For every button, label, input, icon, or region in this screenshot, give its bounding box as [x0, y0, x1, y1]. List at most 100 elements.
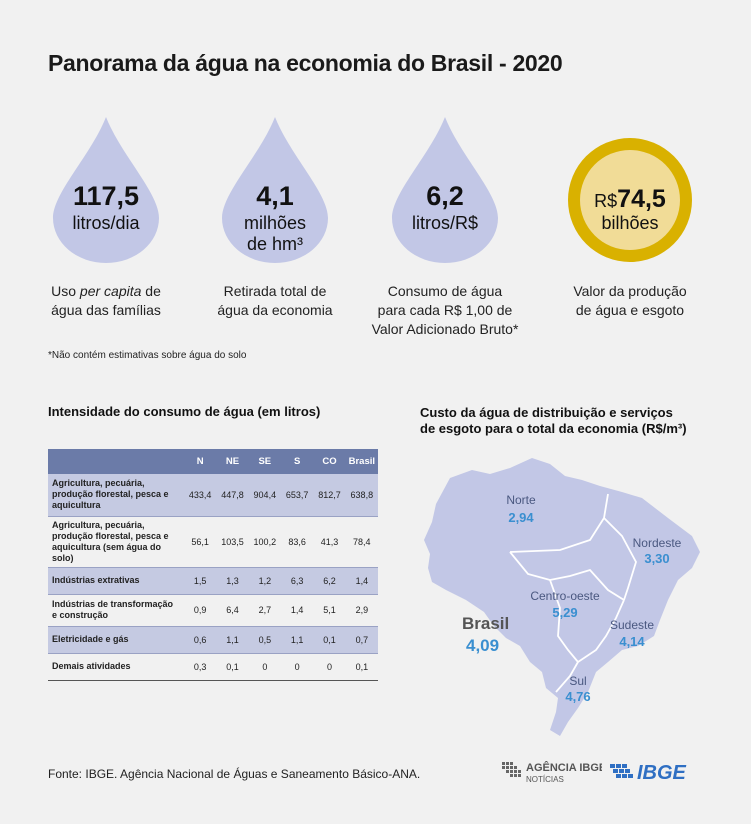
cell: 0,1	[216, 653, 249, 681]
cell: 2,7	[248, 594, 281, 627]
stat-description: Consumo de água para cada R$ 1,00 de Valor…	[371, 283, 519, 337]
cell: 41,3	[313, 516, 346, 568]
brasil-label: Brasil	[462, 614, 510, 633]
cell: 2,9	[345, 594, 378, 627]
cell: 1,5	[184, 567, 217, 595]
table-header: Brasil	[345, 449, 378, 474]
table-header: NE	[216, 449, 249, 474]
footnote: *Não contém estimativas sobre água do so…	[48, 350, 247, 361]
cell: 904,4	[248, 474, 281, 517]
svg-text:AGÊNCIA IBGE: AGÊNCIA IBGE	[526, 761, 602, 774]
water-drop-icon	[53, 117, 159, 263]
cell: 447,8	[216, 474, 249, 517]
region-borders	[509, 493, 637, 693]
cell: 0	[313, 653, 346, 681]
cell: 100,2	[248, 516, 281, 568]
stat-unit: litros/dia	[72, 213, 140, 233]
svg-text:IBGE: IBGE	[637, 762, 687, 784]
brazil-shape	[424, 458, 700, 736]
cell: 0,7	[345, 626, 378, 654]
table-row: Agricultura, pecuária, produção floresta…	[48, 516, 378, 568]
cell: 1,4	[280, 594, 314, 627]
row-label: Indústrias extrativas	[48, 567, 184, 595]
cell: 78,4	[345, 516, 378, 568]
coin-icon	[568, 138, 692, 262]
water-drop-icon	[392, 117, 498, 263]
svg-text:NOTÍCIAS: NOTÍCIAS	[526, 775, 564, 784]
cell: 0,1	[345, 653, 378, 681]
page-title: Panorama da água na economia do Brasil -…	[48, 50, 563, 76]
cell: 0,3	[184, 653, 217, 681]
region-value-norte: 2,94	[508, 510, 534, 525]
cell: 1,1	[216, 626, 249, 654]
table-row: Eletricidade e gás 0,6 1,1 0,5 1,1 0,1 0…	[48, 626, 378, 654]
ibge-logo: IBGE	[610, 760, 702, 784]
cell: 1,1	[280, 626, 314, 654]
cell: 0	[280, 653, 314, 681]
region-label-nordeste: Nordeste	[632, 536, 682, 550]
stat-retirada: 4,1 milhões de hm³	[195, 115, 355, 265]
cell: 1,2	[248, 567, 281, 595]
region-label-sudeste: Sudeste	[609, 618, 655, 632]
table-row: Indústrias extrativas 1,5 1,3 1,2 6,3 6,…	[48, 567, 378, 595]
row-label: Demais atividades	[48, 653, 184, 681]
map-title: Custo da água de distribuição e serviços…	[420, 405, 687, 436]
region-label-sul: Sul	[569, 674, 587, 688]
stat-value: R$74,5	[594, 185, 666, 213]
table-title: Intensidade do consumo de água (em litro…	[48, 404, 321, 419]
table-header: S	[280, 449, 314, 474]
stat-description: Uso per capita de água das famílias	[51, 283, 161, 318]
cell: 0,6	[184, 626, 217, 654]
cell: 653,7	[280, 474, 314, 517]
table-row: Indústrias de transformação e construção…	[48, 594, 378, 627]
stat-value: 117,5	[72, 181, 140, 211]
row-label: Eletricidade e gás	[48, 626, 184, 654]
stat-unit: milhões de hm³	[243, 213, 307, 254]
row-label: Agricultura, pecuária, produção floresta…	[48, 474, 184, 517]
table-row: Agricultura, pecuária, produção floresta…	[48, 474, 378, 517]
stat-unit: bilhões	[601, 213, 659, 233]
stat-description: Valor da produção de água e esgoto	[573, 283, 687, 318]
cell: 1,3	[216, 567, 249, 595]
brasil-value: 4,09	[466, 636, 500, 655]
cell: 0	[248, 653, 281, 681]
agencia-ibge-logo: AGÊNCIA IBGE NOTÍCIAS	[502, 758, 606, 786]
water-intensity-table: N NE SE S CO Brasil Agricultura, pecuári…	[48, 449, 378, 681]
region-value-sudeste: 4,14	[619, 634, 645, 649]
region-value-nordeste: 3,30	[644, 551, 670, 566]
cell: 56,1	[184, 516, 217, 568]
cell: 0,1	[313, 626, 346, 654]
stat-valor-producao: R$74,5 bilhões	[550, 115, 710, 265]
stat-value: 6,2	[426, 181, 464, 211]
region-label-norte: Norte	[506, 493, 536, 507]
region-label-centro-oeste: Centro-oeste	[530, 589, 600, 603]
cell: 1,4	[345, 567, 378, 595]
cell: 0,5	[248, 626, 281, 654]
table-header	[48, 449, 184, 474]
stat-value: 4,1	[256, 181, 294, 211]
table-header-row: N NE SE S CO Brasil	[48, 449, 378, 474]
cell: 433,4	[184, 474, 217, 517]
cell: 638,8	[345, 474, 378, 517]
stat-consumo: 6,2 litros/R$	[365, 115, 525, 265]
source-note: Fonte: IBGE. Agência Nacional de Águas e…	[48, 767, 421, 781]
brazil-map	[424, 458, 700, 736]
stat-unit: litros/R$	[411, 213, 478, 233]
table-row: Demais atividades 0,3 0,1 0 0 0 0,1	[48, 653, 378, 681]
cell: 6,2	[313, 567, 346, 595]
cell: 6,3	[280, 567, 314, 595]
cell: 6,4	[216, 594, 249, 627]
row-label: Agricultura, pecuária, produção floresta…	[48, 516, 184, 568]
stat-description: Retirada total de água da economia	[217, 283, 333, 318]
cell: 0,9	[184, 594, 217, 627]
region-value-centro-oeste: 5,29	[552, 605, 578, 620]
table-header: SE	[248, 449, 281, 474]
cell: 83,6	[280, 516, 314, 568]
stat-per-capita: 117,5 litros/dia	[26, 115, 186, 265]
cell: 812,7	[313, 474, 346, 517]
cell: 103,5	[216, 516, 249, 568]
table-header: N	[184, 449, 217, 474]
water-drop-icon	[222, 117, 328, 263]
cell: 5,1	[313, 594, 346, 627]
region-value-sul: 4,76	[565, 689, 591, 704]
